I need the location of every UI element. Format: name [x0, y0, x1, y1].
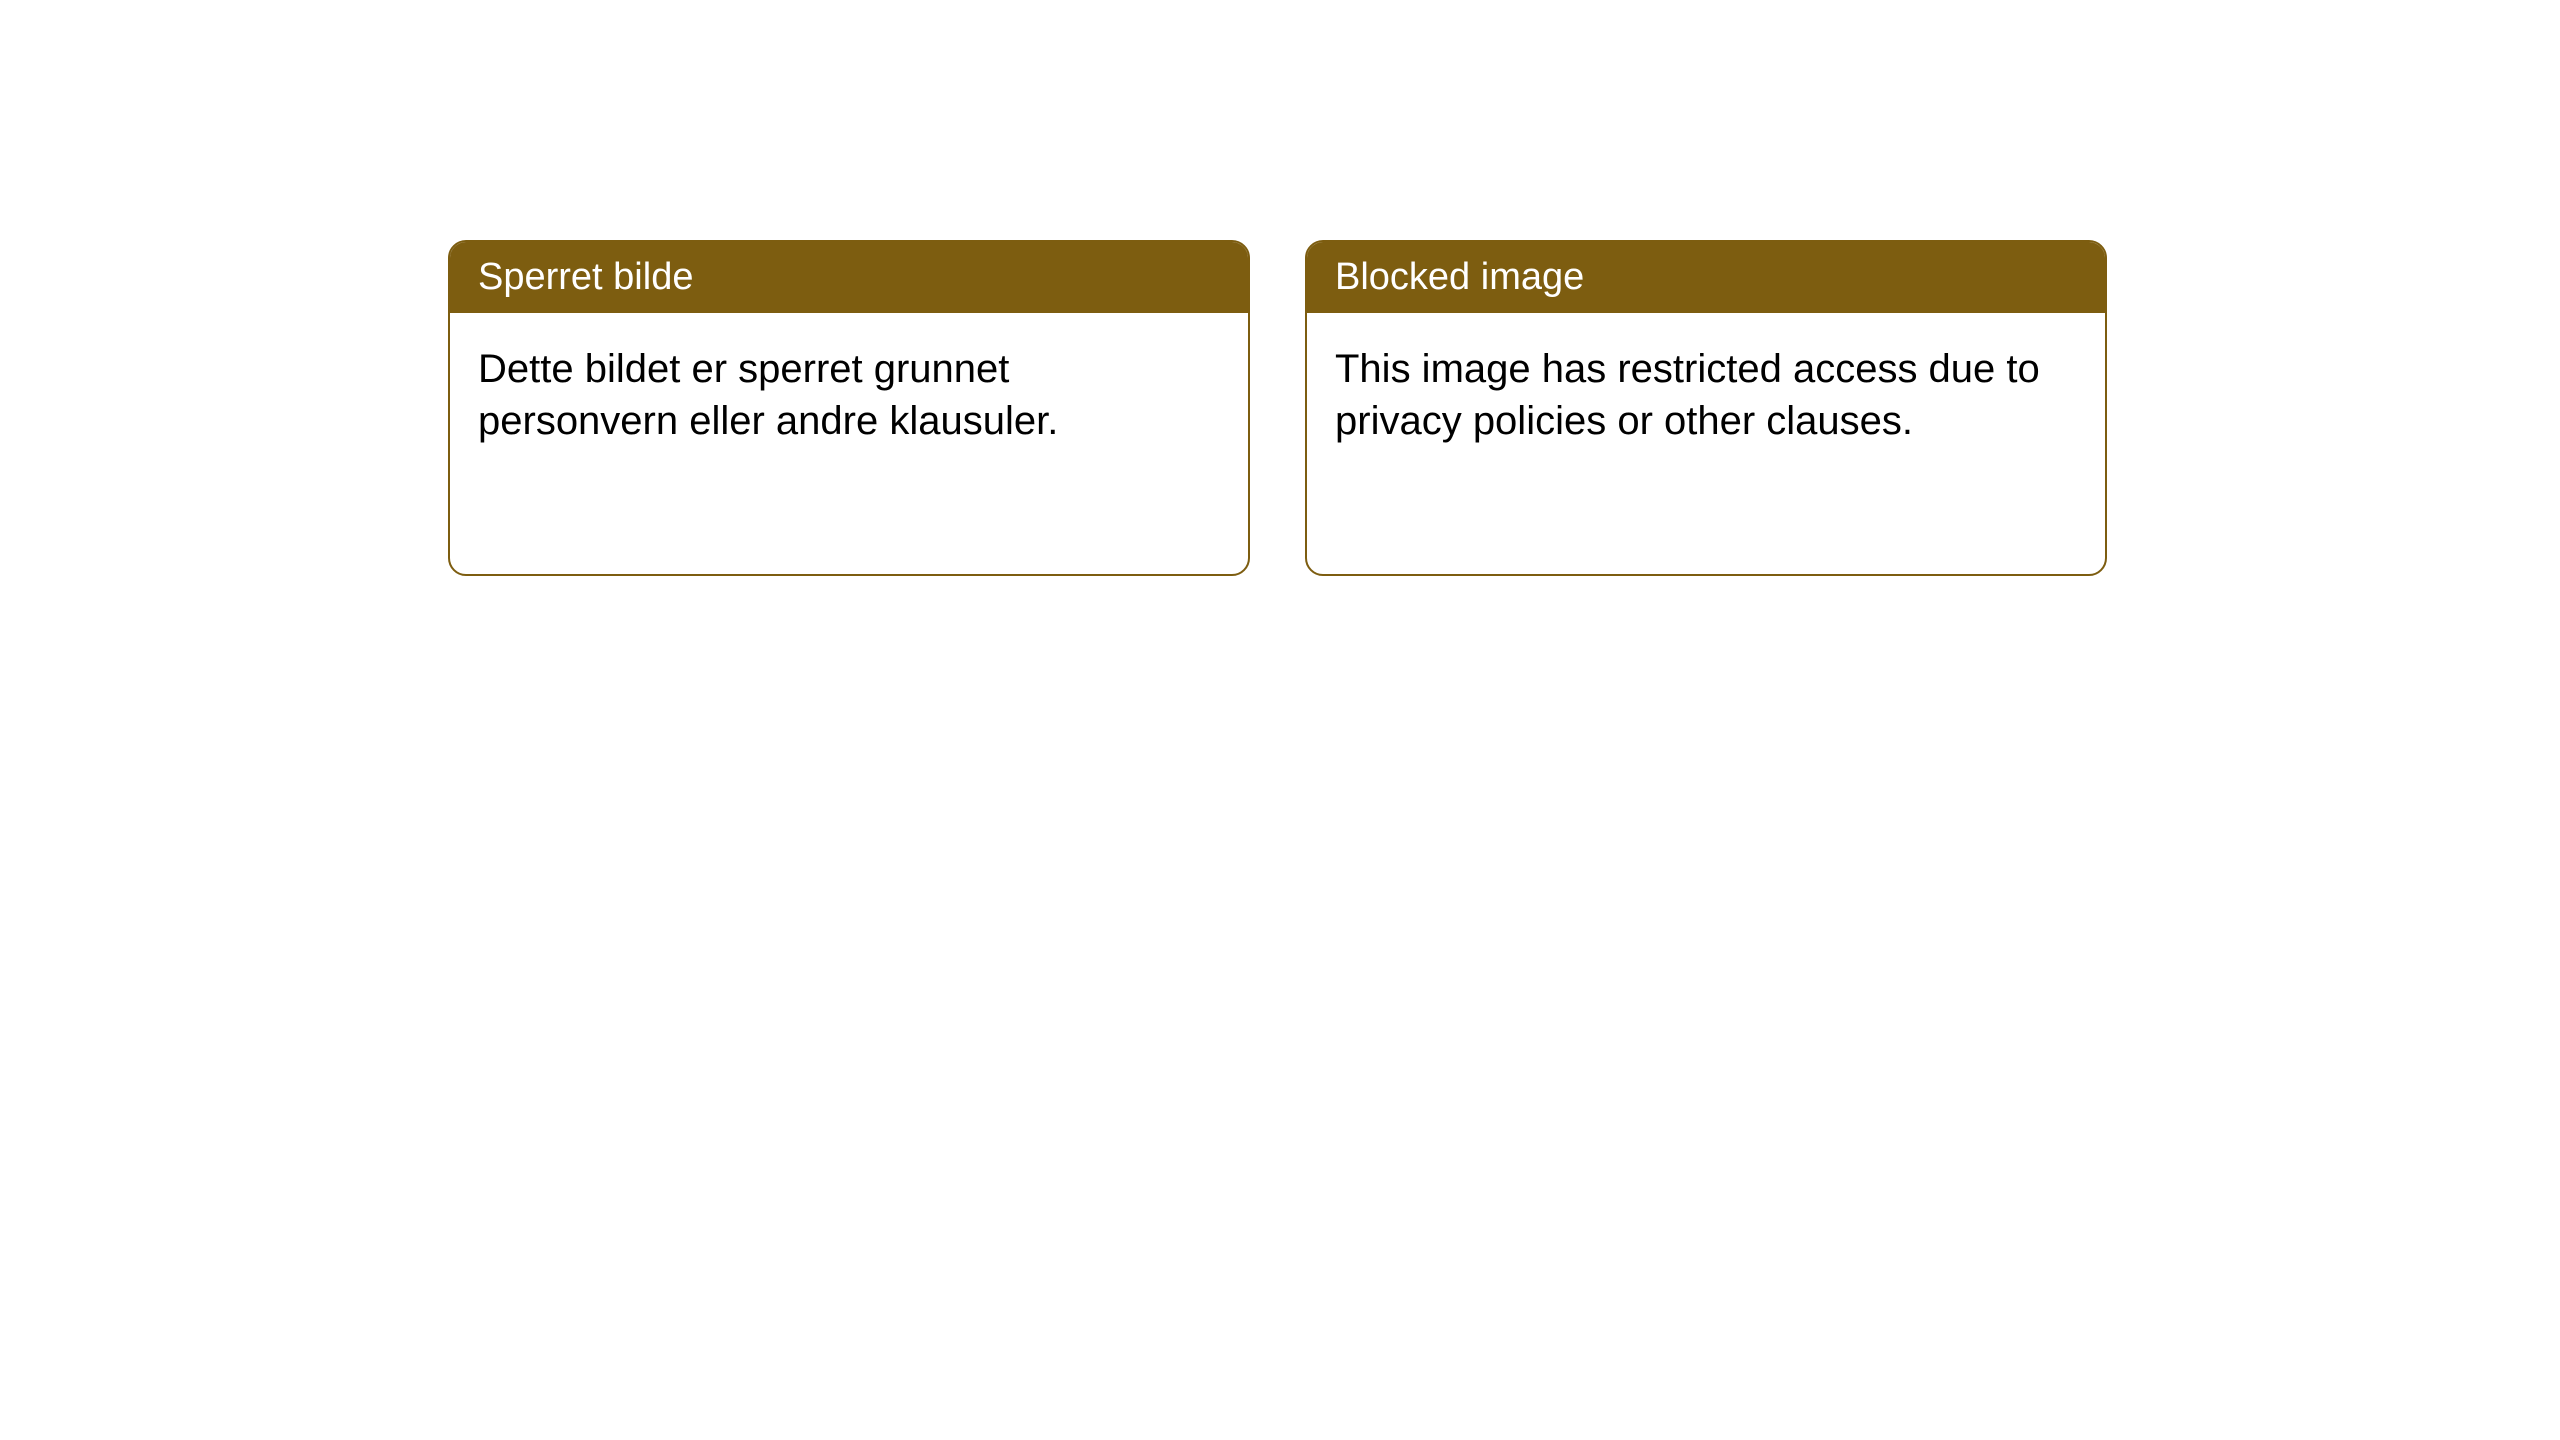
card-message: This image has restricted access due to …: [1335, 347, 2040, 443]
card-title: Blocked image: [1335, 256, 1584, 298]
notice-card-english: Blocked image This image has restricted …: [1305, 240, 2107, 576]
card-body: This image has restricted access due to …: [1307, 313, 2105, 477]
card-header: Sperret bilde: [450, 242, 1248, 313]
card-title: Sperret bilde: [478, 256, 693, 298]
card-body: Dette bildet er sperret grunnet personve…: [450, 313, 1248, 477]
notice-cards-container: Sperret bilde Dette bildet er sperret gr…: [448, 240, 2107, 576]
notice-card-norwegian: Sperret bilde Dette bildet er sperret gr…: [448, 240, 1250, 576]
card-message: Dette bildet er sperret grunnet personve…: [478, 347, 1058, 443]
card-header: Blocked image: [1307, 242, 2105, 313]
